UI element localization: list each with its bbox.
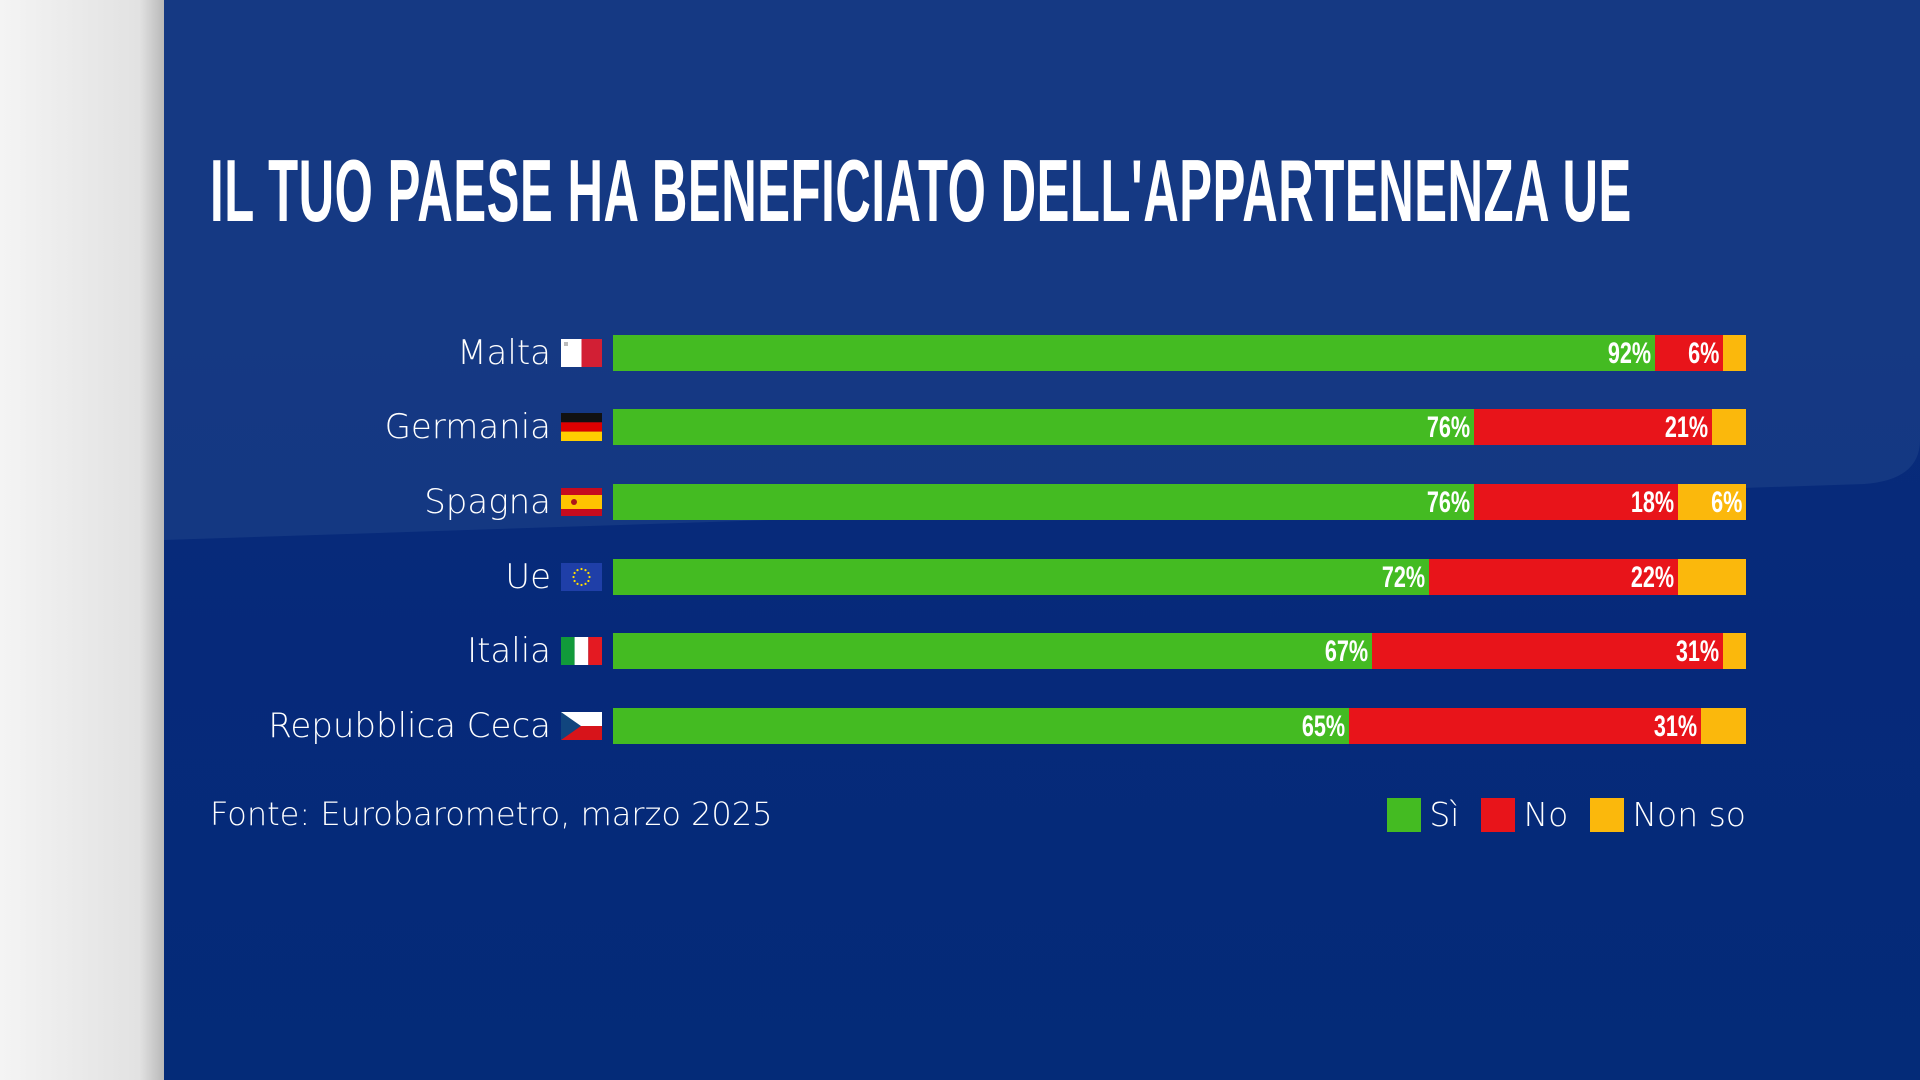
left-panel	[0, 0, 164, 1080]
bar-segment-s-	[613, 633, 1373, 669]
bar-segment-no	[1474, 409, 1713, 445]
category-label: Malta	[457, 333, 551, 373]
stacked-bar: 65% 31%	[613, 708, 1747, 744]
legend: Sì No Non so	[1365, 795, 1746, 834]
chart-title: IL TUO PAESE HA BENEFICIATO DELL'APPARTE…	[210, 141, 1632, 240]
data-label: 92%	[1608, 337, 1652, 370]
data-label: 31%	[1676, 635, 1720, 668]
category-label: Italia	[467, 631, 551, 671]
legend-swatch	[1387, 797, 1422, 832]
bar-segment-s-	[613, 559, 1430, 595]
stacked-bar: 76% 18% 6%	[613, 484, 1747, 520]
data-label: 76%	[1426, 486, 1471, 519]
eu-flag-icon	[561, 563, 602, 591]
bar-segment-non-so	[1712, 409, 1747, 445]
data-label: 72%	[1381, 561, 1425, 594]
data-label: 65%	[1302, 710, 1346, 743]
bar-segment-no	[1372, 633, 1724, 669]
data-label: 31%	[1653, 710, 1697, 743]
data-label: 6%	[1688, 337, 1720, 370]
legend-label: No	[1523, 795, 1569, 834]
stacked-bar: 92% 6%	[613, 335, 1747, 371]
bar-segment-non-so	[1678, 559, 1747, 595]
legend-swatch	[1481, 797, 1516, 832]
germany-flag-icon	[561, 413, 602, 441]
bar-segment-no	[1655, 335, 1724, 371]
bar-segment-non-so	[1700, 708, 1747, 744]
bar-segment-s-	[613, 335, 1656, 371]
legend-item: Sì	[1387, 795, 1459, 834]
data-label: 6%	[1710, 486, 1742, 519]
bar-segment-s-	[613, 484, 1475, 520]
legend-label: Sì	[1429, 795, 1460, 834]
malta-flag-icon	[561, 339, 602, 367]
legend-label: Non so	[1632, 795, 1746, 834]
background-band	[164, 0, 1920, 540]
source-note: Fonte: Eurobarometro, marzo 2025	[210, 795, 773, 833]
bar-segment-no	[1428, 559, 1679, 595]
data-label: 76%	[1426, 411, 1471, 444]
data-label: 21%	[1664, 411, 1709, 444]
data-label: 67%	[1324, 635, 1369, 668]
legend-swatch	[1590, 797, 1625, 832]
category-label: Spagna	[424, 482, 551, 522]
italy-flag-icon	[561, 637, 602, 665]
bar-segment-non-so	[1723, 633, 1747, 669]
legend-item: No	[1481, 795, 1568, 834]
category-label: Ue	[505, 557, 551, 597]
bar-segment-non-so	[1678, 484, 1747, 520]
bar-segment-no	[1349, 708, 1702, 744]
data-label: 22%	[1630, 561, 1675, 594]
category-label: Repubblica Ceca	[268, 706, 551, 746]
chart-background	[164, 0, 1920, 1080]
legend-item: Non so	[1590, 795, 1746, 834]
data-label: 18%	[1630, 486, 1675, 519]
bar-segment-no	[1474, 484, 1679, 520]
stacked-bar: 67% 31%	[613, 633, 1747, 669]
bar-segment-non-so	[1723, 335, 1747, 371]
stacked-bar: 76% 21%	[613, 409, 1747, 445]
bar-segment-s-	[613, 409, 1475, 445]
bar-segment-s-	[613, 708, 1350, 744]
czech-flag-icon	[561, 712, 602, 740]
spain-flag-icon	[561, 488, 602, 516]
stacked-bar: 72% 22%	[613, 559, 1747, 595]
category-label: Germania	[384, 407, 551, 447]
